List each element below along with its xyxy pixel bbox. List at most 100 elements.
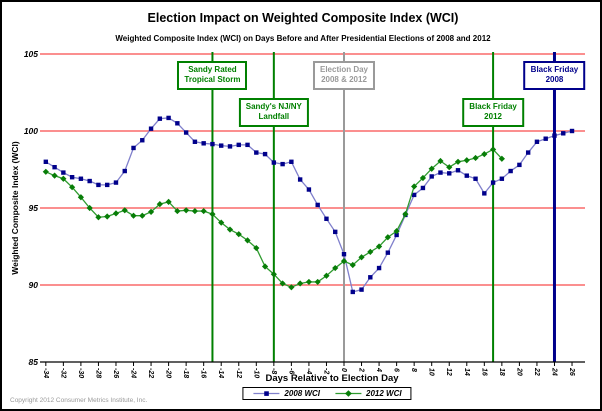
legend-swatch-2008-icon bbox=[253, 391, 280, 396]
data-point bbox=[534, 139, 540, 144]
data-point bbox=[463, 157, 470, 164]
data-point bbox=[261, 263, 269, 270]
y-tick-label: 90 bbox=[29, 280, 39, 290]
data-point bbox=[393, 228, 400, 235]
data-point bbox=[78, 176, 84, 181]
x-tick-label: -34 bbox=[42, 368, 49, 378]
legend-label-2012: 2012 WCI bbox=[366, 389, 402, 398]
data-point bbox=[201, 141, 206, 146]
data-point bbox=[183, 130, 189, 135]
data-point bbox=[473, 176, 478, 181]
data-point bbox=[148, 126, 154, 131]
data-point bbox=[552, 133, 557, 138]
data-point bbox=[499, 176, 505, 181]
data-point bbox=[95, 214, 102, 221]
data-point bbox=[454, 158, 462, 165]
data-point bbox=[192, 139, 198, 144]
x-tick-label: 12 bbox=[445, 368, 452, 376]
x-tick-label: -18 bbox=[182, 368, 189, 378]
data-point bbox=[375, 243, 383, 250]
chart-subtitle: Weighted Composite Index (WCI) on Days B… bbox=[115, 34, 491, 43]
data-point bbox=[314, 278, 321, 286]
x-tick-label: 6 bbox=[393, 368, 400, 372]
data-point bbox=[384, 234, 391, 241]
data-point bbox=[42, 168, 49, 175]
data-point bbox=[358, 254, 365, 261]
data-point bbox=[498, 155, 505, 162]
data-point bbox=[305, 278, 313, 286]
legend: 2008 WCI 2012 WCI bbox=[242, 387, 412, 400]
data-point bbox=[200, 207, 207, 215]
data-point bbox=[280, 161, 285, 167]
data-point bbox=[508, 168, 513, 174]
data-point bbox=[464, 173, 469, 178]
y-tick-label: 95 bbox=[29, 203, 39, 213]
data-point bbox=[411, 183, 418, 190]
data-point bbox=[525, 150, 531, 155]
data-point bbox=[227, 144, 233, 149]
data-point bbox=[271, 160, 277, 165]
copyright-text: Copyright 2012 Consumer Metrics Institut… bbox=[10, 397, 148, 404]
data-point bbox=[368, 275, 373, 280]
data-point bbox=[297, 177, 303, 182]
data-point bbox=[437, 157, 444, 165]
data-point bbox=[438, 170, 443, 175]
x-tick-label: -28 bbox=[94, 368, 101, 378]
data-point bbox=[341, 252, 347, 257]
data-point bbox=[306, 187, 312, 192]
data-point bbox=[420, 185, 426, 191]
data-point bbox=[323, 272, 330, 279]
x-tick-label: -26 bbox=[112, 368, 119, 378]
x-tick-label: -10 bbox=[252, 368, 259, 378]
data-point bbox=[191, 207, 199, 215]
data-point bbox=[340, 258, 348, 265]
data-point bbox=[543, 136, 548, 141]
data-point bbox=[131, 145, 136, 151]
data-point bbox=[270, 271, 277, 278]
data-point bbox=[490, 180, 496, 185]
data-point bbox=[447, 171, 452, 176]
data-point bbox=[87, 178, 92, 184]
x-tick-label: -12 bbox=[235, 368, 242, 378]
data-point bbox=[165, 198, 172, 205]
data-point bbox=[174, 207, 181, 215]
data-point bbox=[140, 138, 145, 143]
data-point bbox=[517, 162, 522, 168]
data-point bbox=[402, 211, 409, 218]
data-point bbox=[428, 165, 435, 172]
data-point bbox=[489, 146, 497, 153]
data-point bbox=[77, 194, 84, 201]
data-point bbox=[147, 208, 155, 215]
data-point bbox=[279, 280, 286, 287]
data-point bbox=[289, 159, 294, 164]
data-point bbox=[376, 265, 382, 271]
x-tick-label: 8 bbox=[410, 368, 417, 372]
data-point bbox=[219, 143, 224, 148]
data-point bbox=[210, 141, 215, 147]
data-point bbox=[86, 204, 93, 212]
x-tick-label: -32 bbox=[59, 368, 66, 378]
data-point bbox=[130, 212, 137, 219]
data-point bbox=[482, 191, 487, 196]
y-tick-label: 105 bbox=[24, 49, 38, 59]
x-tick-label: 10 bbox=[428, 368, 435, 376]
x-tick-label: 2 bbox=[358, 367, 365, 372]
data-point bbox=[244, 237, 251, 244]
x-tick-label: -20 bbox=[165, 368, 172, 378]
data-point bbox=[60, 175, 67, 182]
x-tick-label: -4 bbox=[305, 368, 312, 374]
data-point bbox=[350, 289, 355, 295]
data-point bbox=[288, 284, 295, 291]
data-point bbox=[472, 154, 479, 162]
x-tick-label: -8 bbox=[270, 368, 277, 374]
data-point bbox=[332, 264, 339, 272]
data-point bbox=[43, 159, 49, 164]
data-point bbox=[166, 115, 171, 121]
data-point bbox=[156, 201, 163, 208]
x-tick-label: -16 bbox=[200, 368, 207, 378]
data-point bbox=[297, 280, 304, 287]
x-tick-label: 4 bbox=[375, 367, 382, 372]
x-tick-label: -6 bbox=[287, 368, 294, 374]
y-tick-label: 85 bbox=[29, 357, 39, 367]
